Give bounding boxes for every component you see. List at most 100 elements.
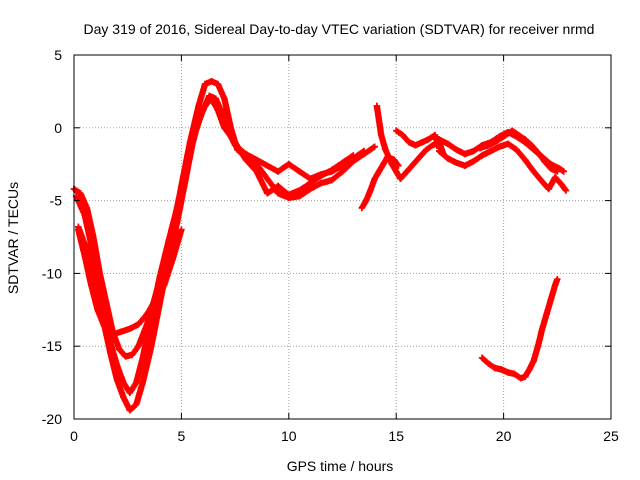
series-trace-j bbox=[476, 127, 561, 175]
data-point bbox=[534, 343, 542, 350]
data-point bbox=[528, 142, 535, 149]
data-point bbox=[87, 281, 95, 289]
data-point bbox=[113, 376, 121, 383]
data-point bbox=[208, 95, 215, 102]
data-point bbox=[388, 161, 396, 168]
data-point bbox=[139, 354, 146, 362]
data-point bbox=[307, 185, 314, 193]
data-point bbox=[403, 168, 411, 175]
data-point bbox=[128, 351, 136, 359]
data-point bbox=[534, 149, 542, 156]
data-point bbox=[94, 306, 101, 313]
data-point bbox=[530, 168, 537, 175]
data-point bbox=[178, 226, 185, 233]
data-point bbox=[120, 379, 127, 386]
y-tick-label: 5 bbox=[54, 47, 62, 63]
data-point bbox=[551, 174, 559, 181]
data-point bbox=[393, 127, 400, 134]
data-point bbox=[253, 168, 260, 175]
data-point bbox=[504, 140, 512, 148]
data-point bbox=[109, 331, 116, 338]
data-point bbox=[274, 190, 282, 197]
data-point bbox=[317, 179, 325, 187]
data-point bbox=[405, 139, 413, 146]
data-point bbox=[431, 131, 439, 139]
data-point bbox=[547, 165, 555, 172]
data-point bbox=[274, 182, 282, 190]
data-point bbox=[399, 131, 406, 139]
data-point bbox=[296, 187, 303, 194]
data-point bbox=[296, 168, 303, 175]
tick-labels: 0 5 10 15 20 25 -20 -15 -10 -5 0 5 bbox=[42, 47, 619, 444]
data-point bbox=[504, 369, 512, 376]
data-point bbox=[545, 185, 552, 193]
data-point bbox=[423, 146, 430, 153]
data-point bbox=[133, 401, 140, 408]
data-point bbox=[435, 147, 443, 155]
data-point bbox=[513, 146, 520, 153]
data-point bbox=[195, 117, 202, 124]
data-layer bbox=[70, 78, 570, 414]
y-tick-label: 0 bbox=[54, 120, 62, 136]
y-tick-label: -15 bbox=[42, 338, 62, 354]
data-point bbox=[517, 375, 524, 382]
data-point bbox=[152, 296, 159, 303]
data-point bbox=[371, 143, 378, 150]
data-point bbox=[498, 366, 505, 373]
data-point bbox=[156, 299, 164, 306]
data-point bbox=[307, 179, 314, 187]
data-point bbox=[453, 146, 460, 153]
data-point bbox=[502, 131, 509, 139]
plot-border bbox=[73, 54, 612, 420]
data-point bbox=[83, 204, 91, 212]
data-point bbox=[539, 325, 546, 332]
data-point bbox=[285, 191, 292, 198]
data-point bbox=[562, 187, 570, 194]
grid bbox=[74, 55, 611, 419]
x-tick-label: 20 bbox=[496, 428, 512, 444]
data-point bbox=[75, 226, 82, 233]
data-point bbox=[384, 153, 391, 161]
data-point bbox=[317, 172, 325, 180]
series-trace-g bbox=[358, 153, 402, 212]
data-point bbox=[493, 137, 501, 145]
y-axis-label: SDTVAR / TECUs bbox=[5, 182, 21, 294]
data-point bbox=[231, 139, 239, 146]
data-point bbox=[285, 161, 292, 168]
data-point bbox=[169, 255, 177, 263]
data-point bbox=[264, 162, 271, 169]
data-point bbox=[81, 252, 88, 260]
data-point bbox=[435, 136, 443, 143]
data-point bbox=[530, 357, 537, 364]
data-point bbox=[444, 140, 451, 148]
data-point bbox=[350, 152, 357, 159]
chart-title: Day 319 of 2016, Sidereal Day-to-day VTE… bbox=[84, 21, 595, 37]
data-point bbox=[148, 343, 155, 350]
data-point bbox=[461, 162, 469, 169]
data-point bbox=[122, 353, 129, 360]
data-point bbox=[148, 313, 155, 321]
data-point bbox=[371, 175, 378, 182]
data-point bbox=[416, 153, 424, 161]
data-point bbox=[296, 193, 303, 200]
data-point bbox=[511, 370, 518, 378]
data-point bbox=[367, 187, 374, 194]
data-point bbox=[393, 168, 400, 175]
x-tick-label: 15 bbox=[388, 428, 404, 444]
data-point bbox=[515, 131, 522, 139]
data-point bbox=[526, 366, 533, 373]
data-point bbox=[126, 407, 134, 414]
data-point bbox=[476, 144, 484, 152]
data-point bbox=[188, 142, 196, 149]
data-point bbox=[100, 322, 108, 330]
series-trace-i bbox=[435, 140, 570, 194]
data-point bbox=[558, 181, 565, 188]
data-point bbox=[115, 345, 123, 353]
x-tick-label: 5 bbox=[178, 428, 186, 444]
data-point bbox=[554, 276, 561, 283]
data-point bbox=[521, 136, 529, 143]
data-point bbox=[429, 142, 436, 149]
data-point bbox=[554, 168, 561, 175]
x-tick-label: 25 bbox=[603, 428, 619, 444]
